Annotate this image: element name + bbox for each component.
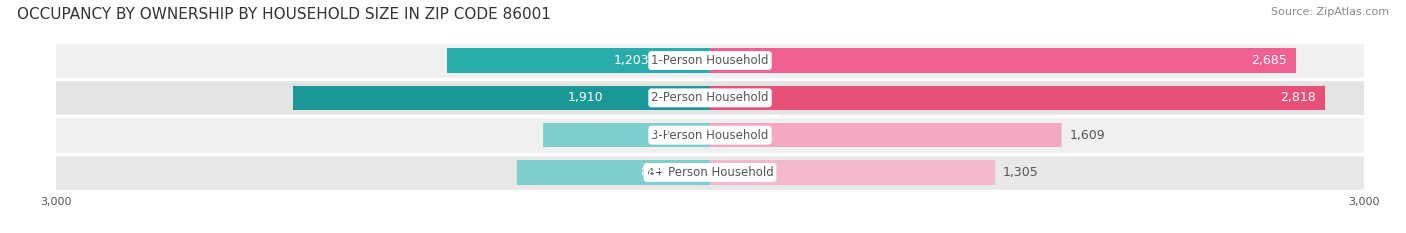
Text: 1,203: 1,203 [613,54,650,67]
Bar [544,123,710,147]
Text: Source: ZipAtlas.com: Source: ZipAtlas.com [1271,7,1389,17]
Text: 1,609: 1,609 [1070,129,1105,142]
Bar [56,154,1364,191]
Bar [710,123,1060,147]
Bar [710,48,1295,73]
Text: 4+ Person Household: 4+ Person Household [647,166,773,179]
Bar [710,86,1324,110]
Bar [56,79,1364,116]
Text: 1-Person Household: 1-Person Household [651,54,769,67]
Text: 1,305: 1,305 [1002,166,1039,179]
Bar [517,160,710,185]
Bar [294,86,710,110]
Bar [449,48,710,73]
Text: 883: 883 [640,166,664,179]
Text: OCCUPANCY BY OWNERSHIP BY HOUSEHOLD SIZE IN ZIP CODE 86001: OCCUPANCY BY OWNERSHIP BY HOUSEHOLD SIZE… [17,7,551,22]
Text: 2-Person Household: 2-Person Household [651,91,769,104]
Bar [710,160,994,185]
Bar [56,42,1364,79]
Text: 761: 761 [648,129,672,142]
Text: 2,685: 2,685 [1251,54,1286,67]
Text: 1,910: 1,910 [568,91,603,104]
Bar [56,116,1364,154]
Text: 3-Person Household: 3-Person Household [651,129,769,142]
Text: 2,818: 2,818 [1279,91,1316,104]
